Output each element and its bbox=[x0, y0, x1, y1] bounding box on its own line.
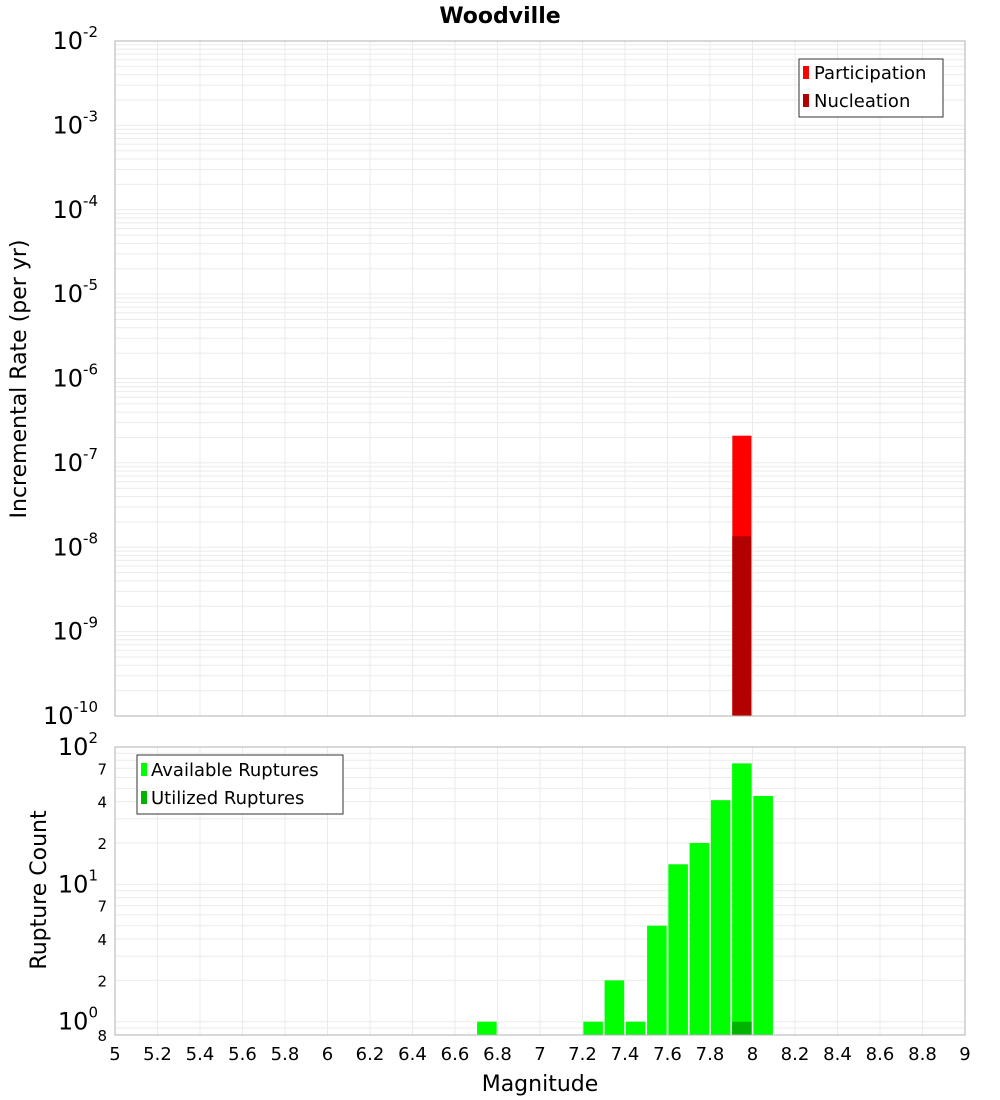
chart-title: Woodville bbox=[439, 4, 560, 29]
x-tick-label: 5.2 bbox=[143, 1044, 172, 1065]
bottom-y-tick-label-minor: 2 bbox=[97, 972, 107, 990]
x-tick-label: 8.8 bbox=[908, 1044, 937, 1065]
bar-available-ruptures bbox=[689, 843, 710, 1035]
legend-swatch-utilized-ruptures bbox=[141, 791, 147, 804]
x-tick-label: 8 bbox=[747, 1044, 758, 1065]
bar-available-ruptures bbox=[477, 1021, 497, 1035]
legend-box bbox=[798, 58, 944, 118]
x-tick-label: 9 bbox=[959, 1044, 970, 1065]
x-tick-label: 7.4 bbox=[611, 1044, 640, 1065]
bar-nucleation bbox=[732, 536, 752, 716]
top-y-tick-label: 10-5 bbox=[52, 276, 98, 308]
top-plot-border bbox=[114, 40, 966, 717]
bar-available-ruptures bbox=[668, 864, 688, 1035]
bottom-y-axis-label: Rupture Count bbox=[27, 810, 52, 970]
bottom-y-tick-label-minor: 4 bbox=[97, 931, 107, 949]
top-y-tick-label: 10-6 bbox=[52, 361, 98, 393]
top-y-tick-label: 10-9 bbox=[52, 614, 98, 646]
top-y-tick-label: 10-3 bbox=[52, 107, 98, 139]
legend-label-nucleation: Nucleation bbox=[814, 91, 910, 112]
x-tick-label: 5.4 bbox=[186, 1044, 215, 1065]
legend-swatch-available-ruptures bbox=[141, 763, 147, 776]
bar-available-ruptures bbox=[753, 795, 773, 1035]
top-y-tick-label: 10-10 bbox=[43, 698, 98, 730]
x-tick-label: 6.6 bbox=[441, 1044, 470, 1065]
bar-available-ruptures bbox=[732, 763, 752, 1035]
legend-swatch-participation bbox=[803, 66, 809, 79]
legend-label-available-ruptures: Available Ruptures bbox=[151, 760, 319, 781]
x-tick-label: 5.6 bbox=[228, 1044, 257, 1065]
bottom-y-tick-label-minor: 2 bbox=[97, 835, 107, 853]
legend-label-utilized-ruptures: Utilized Ruptures bbox=[151, 788, 304, 809]
bar-available-ruptures bbox=[583, 1021, 603, 1035]
bottom-y-tick-label: 100 bbox=[58, 1004, 98, 1036]
bottom-y-tick-label-minor: 7 bbox=[97, 898, 107, 916]
top-grid bbox=[114, 41, 966, 717]
top-y-axis-label: Incremental Rate (per yr) bbox=[7, 240, 32, 519]
bottom-plot-border bbox=[114, 746, 966, 1036]
legend-label-participation: Participation bbox=[814, 63, 926, 84]
top-y-tick-label: 10-8 bbox=[52, 529, 98, 561]
x-tick-label: 6.2 bbox=[356, 1044, 385, 1065]
x-tick-label: 8.6 bbox=[866, 1044, 895, 1065]
bar-available-ruptures bbox=[604, 980, 625, 1035]
x-tick-label: 7.6 bbox=[653, 1044, 682, 1065]
x-tick-label: 6.8 bbox=[483, 1044, 512, 1065]
bar-available-ruptures bbox=[625, 1021, 646, 1035]
bar-available-ruptures bbox=[710, 800, 731, 1035]
x-tick-label: 7 bbox=[534, 1044, 545, 1065]
bottom-y-tick-label-minor: 8 bbox=[97, 1027, 107, 1045]
bottom-y-tick-label: 102 bbox=[58, 729, 98, 761]
top-legend: Participation Nucleation bbox=[798, 58, 944, 118]
x-axis-label: Magnitude bbox=[482, 1072, 599, 1097]
x-tick-label: 8.4 bbox=[823, 1044, 852, 1065]
x-tick-label: 5 bbox=[109, 1044, 120, 1065]
bottom-legend: Available Ruptures Utilized Ruptures bbox=[136, 754, 344, 815]
x-tick-label: 6.4 bbox=[398, 1044, 427, 1065]
top-y-tick-label: 10-2 bbox=[52, 23, 98, 55]
bar-utilized-ruptures bbox=[732, 1021, 752, 1035]
top-y-tick-label: 10-7 bbox=[52, 445, 98, 477]
top-plot-panel: 10-2 10-3 10-4 10-5 10-6 10-7 10-8 10-9 10-10 Par… bbox=[43, 23, 966, 730]
x-tick-label: 7.8 bbox=[696, 1044, 725, 1065]
x-tick-label: 6 bbox=[322, 1044, 333, 1065]
bottom-y-tick-label-minor: 4 bbox=[97, 794, 107, 812]
top-y-tick-label: 10-4 bbox=[52, 192, 98, 224]
x-tick-label: 7.2 bbox=[568, 1044, 597, 1065]
bar-available-ruptures bbox=[647, 925, 667, 1035]
x-tick-label: 5.8 bbox=[271, 1044, 300, 1065]
legend-box bbox=[136, 754, 344, 815]
bottom-y-tick-label: 101 bbox=[58, 866, 98, 898]
bottom-y-tick-label-minor: 7 bbox=[97, 760, 107, 778]
x-tick-label: 8.2 bbox=[781, 1044, 810, 1065]
legend-swatch-nucleation bbox=[803, 94, 809, 107]
